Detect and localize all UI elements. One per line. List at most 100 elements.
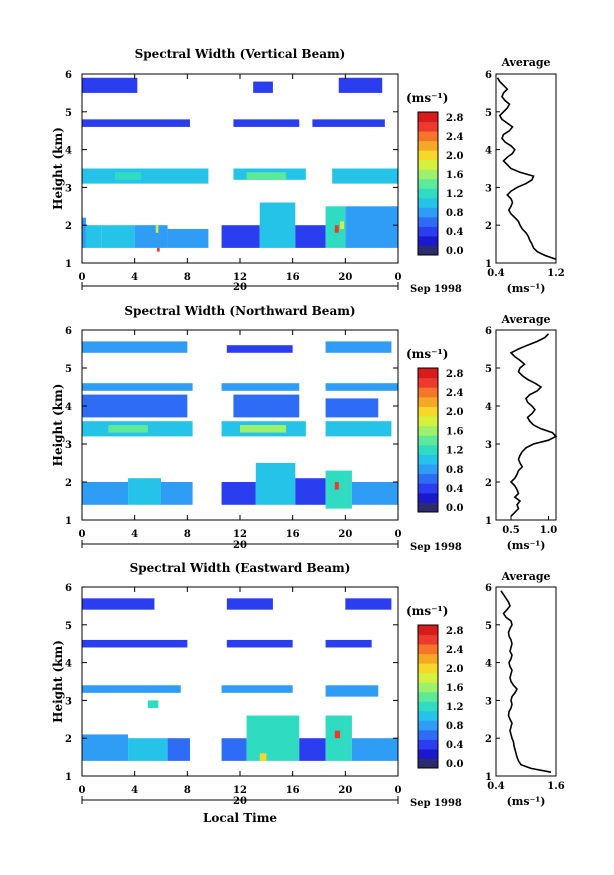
heatmap-cell (246, 172, 287, 180)
y-tick-label: 6 (65, 70, 72, 81)
average-frame (495, 73, 557, 264)
heatmap-cell (338, 77, 383, 93)
heatmap-cell (259, 202, 296, 248)
colorbar-segment (418, 197, 438, 208)
heatmap-cell (334, 225, 339, 233)
colorbar-segment (418, 653, 438, 664)
x-tick-label: 8 (184, 272, 191, 283)
x-tick-label: 0 (395, 272, 402, 283)
heatmap-cell (101, 225, 135, 248)
x-axis-label: Local Time (203, 811, 277, 825)
x-tick-label: 12 (233, 529, 247, 540)
colorbar-segment (418, 720, 438, 731)
x-tick-label: 4 (131, 529, 138, 540)
y-tick-label: 3 (65, 183, 72, 194)
heatmap-cell (108, 425, 148, 433)
colorbar-tick-label: 0.4 (446, 484, 463, 495)
colorbar-frame (417, 624, 439, 769)
heatmap-cell (82, 482, 129, 505)
heatmap-cell (259, 753, 267, 761)
colorbar-tick-label: 0.4 (446, 740, 463, 751)
y-axis-label: Height (km) (51, 640, 65, 723)
date-day-label: 20 (233, 540, 247, 551)
y-tick-label: 4 (65, 659, 72, 670)
x-tick-label: 16 (286, 272, 300, 283)
colorbar-segment (418, 739, 438, 750)
colorbar-tick-label: 2.4 (446, 132, 463, 143)
avg-x-axis-label: (ms⁻¹) (507, 282, 546, 295)
colorbar-segment (418, 672, 438, 683)
heatmap-cell (299, 738, 326, 761)
x-tick-label: 0 (79, 529, 86, 540)
average-profile-line (500, 590, 552, 773)
avg-y-tick-label: 4 (485, 146, 492, 157)
heatmap-cell (240, 425, 287, 433)
chart-title: Spectral Width (Northward Beam) (124, 304, 355, 318)
colorbar-tick-label: 1.2 (446, 446, 463, 457)
heatmap-cell (82, 77, 138, 93)
colorbar-segment (418, 435, 438, 446)
avg-y-tick-label: 4 (485, 402, 492, 413)
colorbar-tick-label: 2.0 (446, 151, 463, 162)
colorbar-segment (418, 663, 438, 674)
colorbar-segment (418, 226, 438, 237)
colorbar-tick-label: 0.8 (446, 465, 463, 476)
heatmap-cell (82, 394, 188, 418)
colorbar-segment (418, 150, 438, 161)
colorbar-tick-label: 1.6 (446, 170, 463, 181)
heatmap-cell (253, 81, 273, 93)
y-tick-label: 2 (65, 478, 72, 489)
colorbar-segment (418, 131, 438, 142)
colorbar-tick-label: 2.4 (446, 388, 463, 399)
colorbar-segment (418, 691, 438, 702)
colorbar-tick-label: 2.4 (446, 645, 463, 656)
heatmap-cell (82, 341, 188, 353)
heatmap-cell (128, 478, 161, 505)
x-tick-label: 0 (79, 272, 86, 283)
heatmap-cells (82, 598, 398, 761)
x-tick-label: 16 (286, 529, 300, 540)
avg-x-tick-label: 1.0 (540, 525, 557, 536)
heatmap-cell (332, 168, 398, 184)
colorbar-segment (418, 207, 438, 218)
colorbar-segment (418, 483, 438, 494)
avg-x-tick-label: 0.4 (487, 781, 504, 792)
heatmap-cell (340, 221, 345, 229)
colorbar-segment (418, 178, 438, 189)
colorbar-segment (418, 416, 438, 427)
colorbar-segment (418, 502, 438, 513)
heatmap-cell (167, 738, 190, 761)
heatmap-cell (325, 398, 379, 418)
y-tick-label: 5 (65, 621, 72, 632)
y-tick-label: 2 (65, 734, 72, 745)
colorbar-segment (418, 634, 438, 645)
avg-x-tick-label: 1.2 (547, 268, 564, 279)
colorbar-segment (418, 216, 438, 227)
heatmap-cell (82, 639, 188, 648)
heatmap-cells (82, 77, 398, 252)
colorbar-tick-label: 2.0 (446, 407, 463, 418)
heatmap-cell (221, 225, 260, 248)
heatmap-cell (351, 738, 398, 761)
chart-title: Spectral Width (Vertical Beam) (135, 47, 346, 61)
colorbar-segment (418, 112, 438, 123)
x-tick-label: 0 (395, 785, 402, 796)
average-profile-line (496, 77, 557, 260)
heatmap-cell (345, 598, 392, 610)
heatmap-cell (155, 225, 159, 233)
x-tick-label: 16 (286, 785, 300, 796)
avg-y-tick-label: 5 (485, 108, 492, 119)
date-month-label: Sep 1998 (410, 284, 462, 295)
chart-title: Spectral Width (Eastward Beam) (130, 561, 351, 575)
x-tick-label: 20 (338, 272, 352, 283)
avg-y-tick-label: 6 (485, 70, 492, 81)
colorbar-tick-label: 0.0 (446, 503, 463, 514)
heatmap-cell (114, 172, 142, 180)
avg-y-tick-label: 4 (485, 659, 492, 670)
heatmap-cell (134, 225, 168, 248)
heatmap-cell (246, 715, 300, 761)
heatmap-cell (221, 738, 247, 761)
heatmap-cell (226, 598, 273, 610)
colorbar-tick-label: 1.2 (446, 189, 463, 200)
y-tick-label: 1 (65, 516, 72, 527)
